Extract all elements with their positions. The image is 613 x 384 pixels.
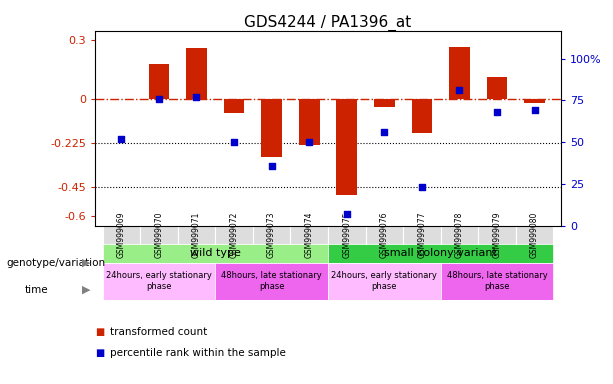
Bar xyxy=(253,226,291,244)
Bar xyxy=(148,64,169,99)
Point xyxy=(116,136,126,142)
Bar xyxy=(328,244,554,263)
Text: GSM999069: GSM999069 xyxy=(117,212,126,258)
Text: GSM999071: GSM999071 xyxy=(192,212,201,258)
Point xyxy=(304,139,314,145)
Bar xyxy=(178,226,215,244)
Bar xyxy=(261,99,282,157)
Point xyxy=(530,108,539,114)
Bar xyxy=(337,99,357,195)
Text: genotype/variation: genotype/variation xyxy=(6,258,105,268)
Text: time: time xyxy=(25,285,48,295)
Bar xyxy=(299,99,319,145)
Title: GDS4244 / PA1396_at: GDS4244 / PA1396_at xyxy=(245,15,411,31)
Point xyxy=(455,87,465,93)
Text: GSM999080: GSM999080 xyxy=(530,212,539,258)
Text: 48hours, late stationary
phase: 48hours, late stationary phase xyxy=(221,271,322,291)
Point xyxy=(191,94,201,100)
Bar xyxy=(411,99,432,133)
Point xyxy=(229,139,239,145)
Bar xyxy=(186,48,207,99)
Bar xyxy=(516,226,554,244)
Text: GSM999074: GSM999074 xyxy=(305,212,314,258)
Bar xyxy=(328,263,441,300)
Text: GSM999077: GSM999077 xyxy=(417,212,427,258)
Point xyxy=(154,96,164,102)
Text: ▶: ▶ xyxy=(82,285,91,295)
Text: small colony variant: small colony variant xyxy=(384,248,497,258)
Text: ■: ■ xyxy=(95,348,104,358)
Bar xyxy=(102,263,215,300)
Point xyxy=(379,129,389,135)
Bar xyxy=(441,263,554,300)
Text: GSM999079: GSM999079 xyxy=(492,212,501,258)
Text: GSM999070: GSM999070 xyxy=(154,212,164,258)
Bar xyxy=(224,99,245,113)
Point xyxy=(417,184,427,190)
Text: 48hours, late stationary
phase: 48hours, late stationary phase xyxy=(447,271,547,291)
Text: ■: ■ xyxy=(95,327,104,337)
Bar xyxy=(441,226,478,244)
Bar xyxy=(215,226,253,244)
Text: GSM999078: GSM999078 xyxy=(455,212,464,258)
Text: GSM999075: GSM999075 xyxy=(342,212,351,258)
Text: transformed count: transformed count xyxy=(110,327,208,337)
Bar xyxy=(328,226,365,244)
Bar xyxy=(478,226,516,244)
Text: ▶: ▶ xyxy=(82,258,91,268)
Text: wild type: wild type xyxy=(190,248,241,258)
Bar xyxy=(374,99,395,107)
Text: GSM999073: GSM999073 xyxy=(267,212,276,258)
Bar xyxy=(365,226,403,244)
Text: 24hours, early stationary
phase: 24hours, early stationary phase xyxy=(106,271,212,291)
Text: 24hours, early stationary
phase: 24hours, early stationary phase xyxy=(332,271,437,291)
Bar xyxy=(524,99,545,103)
Bar xyxy=(449,47,470,99)
Text: GSM999072: GSM999072 xyxy=(229,212,238,258)
Bar xyxy=(403,226,441,244)
Text: percentile rank within the sample: percentile rank within the sample xyxy=(110,348,286,358)
Bar xyxy=(140,226,178,244)
Point xyxy=(492,109,502,115)
Bar xyxy=(215,263,328,300)
Bar xyxy=(102,244,328,263)
Bar xyxy=(291,226,328,244)
Text: GSM999076: GSM999076 xyxy=(380,212,389,258)
Point xyxy=(267,162,276,169)
Point xyxy=(342,211,352,217)
Bar xyxy=(102,226,140,244)
Bar xyxy=(487,76,508,99)
